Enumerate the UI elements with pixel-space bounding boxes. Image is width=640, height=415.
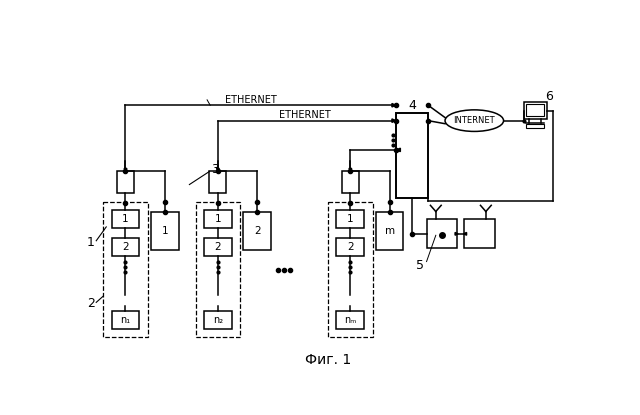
Bar (204, 238, 232, 256)
Bar (196, 202, 240, 337)
Bar (243, 212, 271, 250)
Bar (103, 202, 148, 337)
Text: 3: 3 (211, 163, 219, 176)
Text: 2: 2 (122, 242, 129, 252)
Text: 6: 6 (545, 90, 553, 103)
Bar (204, 210, 232, 228)
Polygon shape (455, 232, 458, 235)
Ellipse shape (445, 110, 504, 132)
Text: n₁: n₁ (120, 315, 131, 325)
Text: 2: 2 (347, 242, 354, 252)
Bar (526, 124, 545, 127)
Text: 1: 1 (347, 214, 354, 224)
Bar (111, 238, 140, 256)
Polygon shape (463, 232, 467, 235)
Text: m: m (385, 226, 395, 236)
Bar (337, 238, 364, 256)
Bar (464, 219, 495, 249)
Bar (342, 171, 359, 193)
Polygon shape (124, 168, 127, 171)
Text: INTERNET: INTERNET (454, 116, 495, 125)
Bar (337, 210, 364, 228)
Text: 1: 1 (214, 214, 221, 224)
Bar (376, 212, 403, 250)
Bar (396, 113, 428, 198)
Text: n₂: n₂ (213, 315, 223, 325)
Text: 2: 2 (214, 242, 221, 252)
Bar (117, 171, 134, 193)
Bar (328, 202, 372, 337)
Text: Фиг. 1: Фиг. 1 (305, 353, 351, 367)
Text: nₘ: nₘ (344, 315, 356, 325)
Bar (111, 210, 140, 228)
Bar (526, 105, 545, 116)
Text: 2: 2 (254, 226, 260, 236)
Text: ETHERNET: ETHERNET (279, 110, 331, 120)
Bar (204, 311, 232, 330)
Text: 2: 2 (87, 298, 95, 310)
Bar (209, 171, 227, 193)
Text: 1: 1 (122, 214, 129, 224)
Bar (111, 311, 140, 330)
Polygon shape (392, 119, 396, 122)
Polygon shape (349, 168, 352, 171)
Text: 1: 1 (87, 236, 95, 249)
Text: ETHERNET: ETHERNET (225, 95, 277, 105)
Polygon shape (392, 103, 396, 107)
Text: 4: 4 (408, 99, 416, 112)
Text: 1: 1 (161, 226, 168, 236)
Text: 5: 5 (416, 259, 424, 272)
Bar (151, 212, 179, 250)
Polygon shape (216, 168, 220, 171)
Bar (337, 311, 364, 330)
Bar (427, 219, 458, 249)
Bar (524, 102, 547, 119)
Polygon shape (397, 148, 401, 151)
